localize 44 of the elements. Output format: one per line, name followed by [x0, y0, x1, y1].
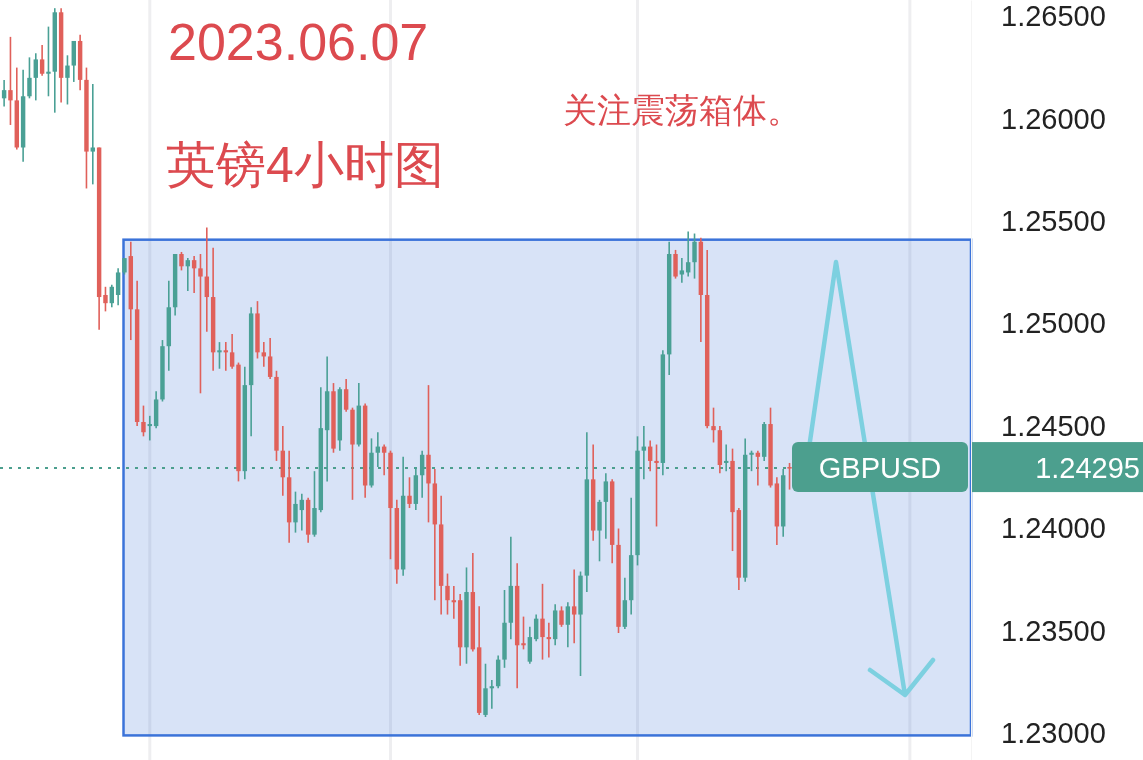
candlestick	[603, 472, 609, 540]
ref-line-label: GBPUSD	[818, 452, 942, 485]
candlestick	[711, 406, 716, 444]
candlestick	[571, 568, 577, 645]
candlestick	[229, 333, 235, 370]
candlestick	[692, 232, 697, 280]
candlestick	[654, 443, 659, 528]
candlestick	[407, 476, 412, 509]
candlestick	[179, 251, 184, 272]
candlestick	[217, 341, 222, 370]
candlestick	[115, 267, 121, 307]
candlestick	[565, 601, 571, 649]
candlestick	[445, 572, 450, 616]
candlestick	[267, 337, 273, 380]
candlestick	[8, 36, 13, 126]
candlestick	[559, 605, 564, 628]
chart-title: 2023.06.07	[168, 13, 429, 71]
candlestick	[103, 285, 108, 313]
y-tick-label: 1.24500	[1001, 409, 1106, 442]
text: 英镑4小时图	[166, 137, 444, 193]
annotation: 关注震荡箱体。	[563, 91, 801, 129]
candlestick	[90, 83, 96, 186]
candlestick	[141, 404, 146, 438]
y-tick-label: 1.26500	[1001, 0, 1106, 33]
candlestick	[65, 54, 70, 106]
candlestick	[343, 378, 349, 413]
text: 1.24295	[1035, 452, 1140, 485]
y-tick-label: 1.25500	[1001, 205, 1106, 238]
candlestick	[673, 249, 678, 280]
y-tick-label: 1.23000	[1001, 717, 1106, 750]
y-tick-label: 1.24000	[1001, 512, 1106, 545]
y-tick-label: 1.23500	[1001, 614, 1106, 647]
candlestick	[198, 253, 203, 395]
candlestick	[540, 583, 545, 661]
candlestick	[39, 44, 45, 77]
candlestick	[33, 52, 38, 102]
candlestick	[46, 25, 51, 98]
candlestick	[787, 462, 792, 491]
candlestick	[293, 490, 298, 534]
candlestick	[27, 56, 32, 100]
candlestick	[521, 615, 526, 651]
y-tick-label: 1.26000	[1001, 102, 1106, 135]
candlestick	[679, 257, 685, 284]
y-tick-label: 1.25000	[1001, 307, 1106, 340]
